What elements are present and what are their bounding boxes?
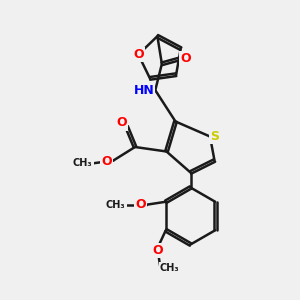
- Text: O: O: [116, 116, 127, 130]
- Text: HN: HN: [134, 84, 154, 97]
- Text: CH₃: CH₃: [73, 158, 93, 169]
- Text: O: O: [152, 244, 163, 257]
- Text: O: O: [133, 48, 144, 61]
- Text: O: O: [181, 52, 191, 65]
- Text: O: O: [136, 198, 146, 211]
- Text: CH₃: CH₃: [106, 200, 125, 210]
- Text: CH₃: CH₃: [160, 263, 179, 273]
- Text: O: O: [101, 155, 112, 168]
- Text: S: S: [210, 130, 219, 143]
